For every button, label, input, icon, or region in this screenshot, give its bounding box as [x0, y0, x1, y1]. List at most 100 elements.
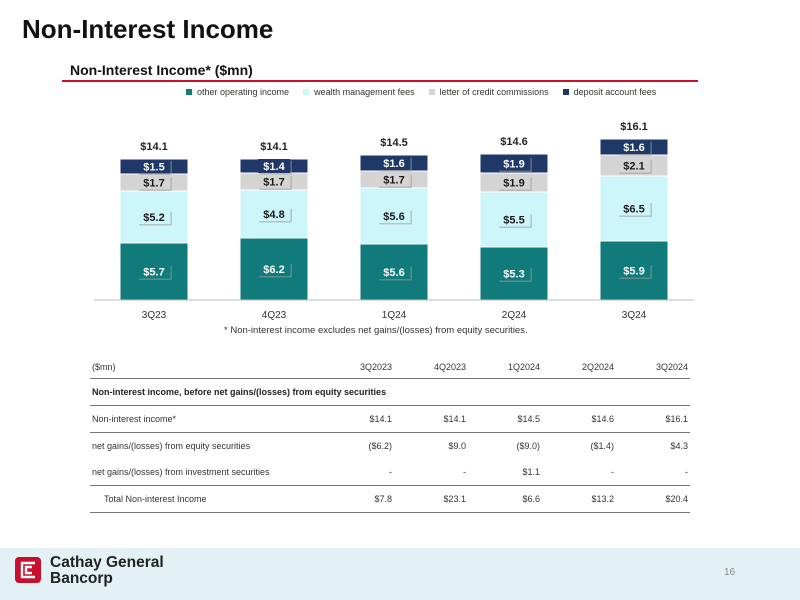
legend-swatch	[303, 89, 310, 95]
data-label: $1.9	[503, 178, 524, 190]
table-cell: $14.1	[320, 405, 394, 433]
table-cell: $7.8	[320, 485, 394, 513]
data-label: $4.8	[263, 209, 284, 221]
data-label-box	[137, 210, 171, 224]
footer-band	[0, 548, 800, 600]
page-number: 16	[724, 567, 736, 578]
data-label: $1.7	[263, 177, 284, 189]
chart-footnote: * Non-interest income excludes net gains…	[224, 325, 528, 336]
table-row-label: net gains/(losses) from investment secur…	[90, 459, 320, 486]
table-cell: $14.6	[542, 405, 616, 433]
table-header-row: ($mn) 3Q2023 4Q2023 1Q2024 2Q2024 3Q2024	[90, 356, 690, 379]
title-divider	[62, 80, 698, 82]
data-label: $1.6	[623, 142, 644, 154]
legend-swatch	[186, 89, 192, 95]
table-section-row: Non-interest income, before net gains/(l…	[90, 379, 690, 406]
data-label-box	[617, 201, 651, 216]
table-unit-label: ($mn)	[90, 356, 320, 379]
legend-label: wealth management fees	[314, 87, 415, 97]
table-row: net gains/(losses) from equity securitie…	[90, 432, 690, 459]
x-tick-label: 4Q23	[262, 310, 287, 321]
table-row: net gains/(losses) from investment secur…	[90, 459, 690, 486]
table-row-label: Total Non-interest Income	[90, 485, 320, 513]
table-column-header: 3Q2024	[616, 356, 690, 379]
table-cell: $4.3	[616, 432, 690, 459]
company-name: Cathay General Bancorp	[50, 555, 164, 587]
data-label: $5.2	[143, 212, 164, 224]
legend-swatch	[562, 89, 569, 95]
table-cell: $14.5	[468, 405, 542, 433]
non-interest-income-table: ($mn) 3Q2023 4Q2023 1Q2024 2Q2024 3Q2024…	[90, 356, 690, 513]
data-label-box	[617, 158, 651, 173]
table-cell: $14.1	[394, 405, 468, 433]
data-label-box	[497, 175, 531, 190]
total-label: $14.1	[260, 141, 288, 153]
data-label: $5.6	[383, 211, 404, 223]
table-cell: $1.1	[468, 459, 542, 486]
table-column-header: 2Q2024	[542, 356, 616, 379]
legend-swatch	[428, 89, 435, 95]
legend-item-wealth-management-fees: wealth management fees	[303, 87, 415, 97]
table-cell: -	[320, 459, 394, 486]
table-cell: $13.2	[542, 485, 616, 513]
table-cell: $9.0	[394, 432, 468, 459]
legend-item-other-operating-income: other operating income	[186, 87, 289, 97]
total-label: $14.6	[500, 136, 528, 148]
table-total-row: Total Non-interest Income $7.8 $23.1 $6.…	[90, 485, 690, 513]
data-label-box	[497, 156, 531, 171]
data-label: $5.3	[503, 269, 524, 281]
table-cell: -	[616, 459, 690, 486]
data-label-box	[257, 207, 291, 221]
data-label-box	[257, 159, 291, 173]
chart-title: Non-Interest Income* ($mn)	[70, 62, 253, 78]
legend-label: letter of credit commissions	[439, 87, 549, 97]
data-label-box	[137, 264, 171, 279]
x-tick-label: 3Q23	[142, 310, 167, 321]
table-row-label: Non-interest income*	[90, 405, 320, 433]
total-label: $16.1	[620, 121, 648, 133]
x-tick-label: 1Q24	[382, 310, 407, 321]
data-label: $5.7	[143, 267, 164, 279]
data-label-box	[377, 209, 411, 223]
table-column-header: 3Q2023	[320, 356, 394, 379]
table-cell: ($1.4)	[542, 432, 616, 459]
data-label: $5.9	[623, 266, 644, 278]
table-cell: -	[542, 459, 616, 486]
data-label-box	[617, 140, 651, 154]
data-label: $1.7	[383, 175, 404, 187]
data-label-box	[137, 175, 171, 190]
table-cell: ($6.2)	[320, 432, 394, 459]
data-label-box	[617, 263, 651, 278]
table-cell: $16.1	[616, 405, 690, 433]
table-cell: ($9.0)	[468, 432, 542, 459]
data-label-box	[377, 156, 411, 170]
data-label: $1.4	[263, 161, 285, 173]
company-name-line2: Bancorp	[50, 570, 113, 587]
data-label: $5.6	[383, 267, 404, 279]
bar-segment-wealth-management-fees	[599, 175, 669, 242]
chart-legend: other operating income wealth management…	[186, 85, 656, 99]
data-label: $1.6	[383, 158, 404, 170]
total-label: $14.1	[140, 141, 168, 153]
x-tick-label: 2Q24	[502, 310, 527, 321]
data-label: $6.5	[623, 204, 644, 216]
stacked-bar-chart: $5.7 $5.2 $1.7 $1.5 $14.1 3Q23 $6.2 $4.8 $1.7 $1.…	[94, 121, 694, 321]
data-label: $6.2	[263, 264, 284, 276]
table-section-heading: Non-interest income, before net gains/(l…	[92, 387, 387, 397]
table-row-label: net gains/(losses) from equity securitie…	[90, 432, 320, 459]
data-label-box	[377, 172, 411, 187]
legend-label: deposit account fees	[573, 87, 657, 97]
x-tick-label: 3Q24	[622, 310, 647, 321]
table-row: Non-interest income* $14.1 $14.1 $14.5 $…	[90, 405, 690, 433]
table-column-header: 4Q2023	[394, 356, 468, 379]
table-cell: $20.4	[616, 485, 690, 513]
data-label-box	[377, 265, 411, 279]
page-title: Non-Interest Income	[22, 14, 274, 44]
table-cell: -	[394, 459, 468, 486]
data-label: $1.5	[143, 162, 164, 174]
data-label: $1.7	[143, 178, 164, 190]
table-cell: $23.1	[394, 485, 468, 513]
data-label-box	[497, 212, 531, 227]
table-column-header: 1Q2024	[468, 356, 542, 379]
cathay-logo-icon	[15, 557, 41, 583]
